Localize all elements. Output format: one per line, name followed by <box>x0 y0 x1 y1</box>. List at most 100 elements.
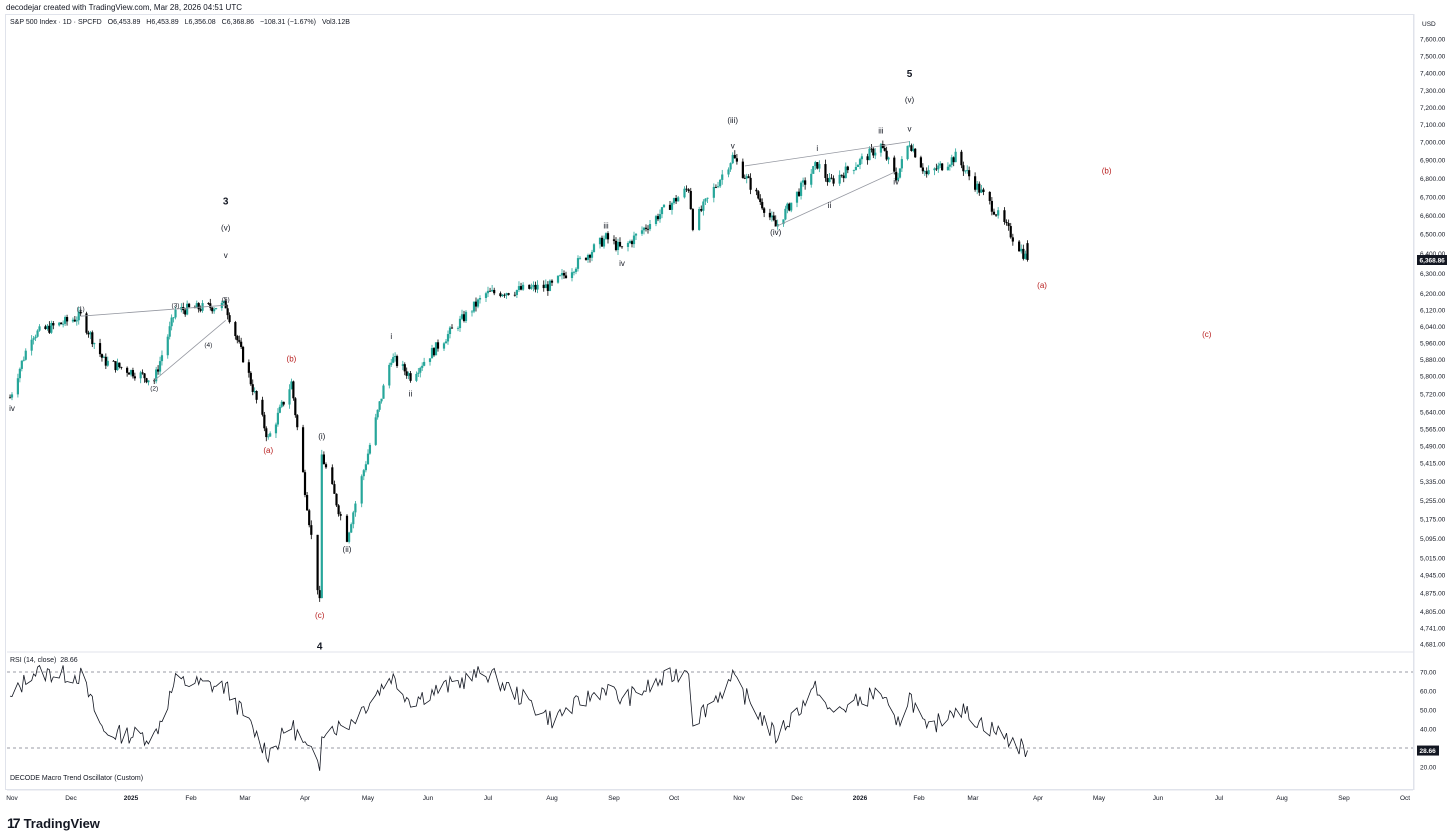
candle <box>761 198 764 211</box>
rsi-legend[interactable]: RSI (14, close) 28.66 <box>10 657 78 664</box>
oscillator-legend[interactable]: DECODE Macro Trend Oscillator (Custom) <box>10 775 144 782</box>
candle <box>844 162 847 179</box>
candle <box>201 300 204 313</box>
candle-body <box>814 162 817 167</box>
candle <box>704 198 707 205</box>
candle-body <box>997 210 1000 216</box>
candle <box>503 293 506 298</box>
candle-body <box>968 170 971 177</box>
candle <box>632 231 636 248</box>
candle <box>832 175 835 187</box>
tradingview-logo[interactable]: 17 TradingView <box>7 815 100 831</box>
candle <box>602 235 606 249</box>
time-tick-label: Jul <box>1215 795 1224 802</box>
candle-body <box>672 198 676 204</box>
candle <box>474 297 478 312</box>
candle-body <box>964 170 967 172</box>
candle-body <box>339 514 342 516</box>
candle-body <box>879 144 883 153</box>
candle <box>906 145 909 161</box>
candle-body <box>456 328 460 329</box>
candle-body <box>145 378 148 383</box>
price-tick-label: 7,200.00 <box>1420 105 1446 112</box>
candle <box>588 253 592 263</box>
candle-body <box>409 373 412 381</box>
candle-body <box>900 159 903 169</box>
candle <box>199 305 202 313</box>
candle <box>476 298 480 309</box>
wave-label: iii <box>878 126 884 135</box>
candle <box>677 195 680 202</box>
candle <box>654 214 658 227</box>
candle <box>458 315 462 332</box>
rsi-tick-label: 40.00 <box>1420 726 1437 733</box>
candle <box>824 159 827 182</box>
candle <box>1020 244 1023 254</box>
candle-body <box>116 362 119 371</box>
wave-label: (ii) <box>343 545 352 554</box>
candle-body <box>868 148 871 161</box>
candle-body <box>759 198 762 203</box>
candle-body <box>1022 248 1025 259</box>
candle <box>226 304 229 320</box>
candle-body <box>1007 223 1010 227</box>
candle-body <box>548 280 552 291</box>
candle <box>127 372 131 375</box>
candle-body <box>763 208 766 213</box>
last-price-label: 6,368.86 <box>1420 257 1446 264</box>
candle-body <box>683 188 686 198</box>
candle <box>612 235 616 245</box>
candle-body <box>731 154 734 164</box>
candle <box>964 170 967 174</box>
candle-body <box>335 493 338 506</box>
candle <box>478 295 482 304</box>
candle <box>648 220 652 232</box>
candle <box>214 307 218 310</box>
time-tick-label: Apr <box>1033 795 1044 802</box>
candle-body <box>782 219 785 225</box>
candle-body <box>505 293 508 296</box>
candle <box>89 330 92 340</box>
candle-body <box>768 212 772 218</box>
candle-body <box>923 171 926 173</box>
candle-body <box>501 294 504 297</box>
high-value: H6,453.89 <box>146 19 179 26</box>
candle-body <box>499 293 502 297</box>
wave-label: (a) <box>1037 281 1047 290</box>
candle <box>544 279 547 289</box>
candle <box>172 317 175 323</box>
price-tick-label: 6,700.00 <box>1420 195 1446 202</box>
candle-body <box>590 251 594 258</box>
triangle-lower-line <box>153 320 226 381</box>
candle <box>558 274 562 277</box>
candle <box>574 267 578 275</box>
candle-body <box>550 280 554 283</box>
candle <box>50 320 53 334</box>
candle <box>572 270 576 276</box>
wave-label: (4) <box>204 342 212 349</box>
candle <box>274 422 278 438</box>
candle <box>814 160 817 170</box>
candle-body <box>36 330 39 337</box>
candle-body <box>562 273 566 276</box>
candle <box>44 324 47 330</box>
candle-body <box>874 152 877 156</box>
candle-body <box>310 525 313 535</box>
candle <box>505 292 508 299</box>
candle-body <box>976 183 979 190</box>
candle-body <box>432 348 436 356</box>
candle-body <box>22 359 25 361</box>
candle <box>141 369 144 375</box>
candle-body <box>48 325 51 333</box>
candle-body <box>350 524 353 533</box>
wave-label: i <box>390 332 392 341</box>
candle <box>58 321 61 327</box>
symbol-label[interactable]: S&P 500 Index · 1D · SPCFD <box>10 19 102 26</box>
candle <box>745 173 748 184</box>
candle <box>310 520 313 540</box>
candle <box>170 314 173 331</box>
candle-body <box>881 144 884 148</box>
candle-body <box>513 294 516 296</box>
candle-body <box>852 169 856 171</box>
